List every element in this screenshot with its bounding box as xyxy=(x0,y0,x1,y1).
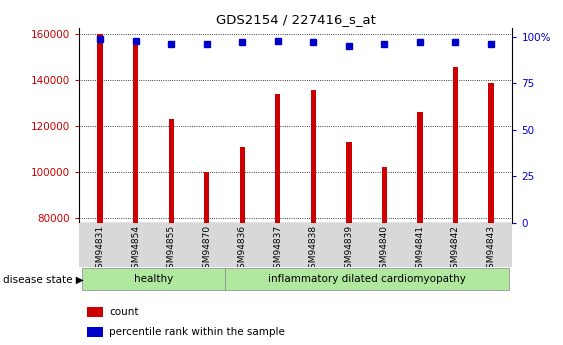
Bar xyxy=(417,112,423,345)
Bar xyxy=(275,94,280,345)
FancyBboxPatch shape xyxy=(225,268,509,290)
Text: GSM94842: GSM94842 xyxy=(451,225,460,274)
Text: percentile rank within the sample: percentile rank within the sample xyxy=(109,327,285,337)
Text: GSM94840: GSM94840 xyxy=(380,225,389,274)
Text: GSM94841: GSM94841 xyxy=(415,225,425,274)
FancyBboxPatch shape xyxy=(82,268,225,290)
Text: disease state ▶: disease state ▶ xyxy=(3,275,83,285)
Text: GSM94838: GSM94838 xyxy=(309,225,318,274)
Text: GSM94870: GSM94870 xyxy=(202,225,211,274)
Bar xyxy=(311,89,316,345)
Bar xyxy=(97,34,103,345)
Bar xyxy=(133,41,138,345)
Text: GSM94839: GSM94839 xyxy=(345,225,354,274)
Text: GSM94855: GSM94855 xyxy=(167,225,176,274)
Bar xyxy=(87,307,102,317)
Bar xyxy=(453,67,458,345)
Text: inflammatory dilated cardiomyopathy: inflammatory dilated cardiomyopathy xyxy=(267,274,466,284)
Title: GDS2154 / 227416_s_at: GDS2154 / 227416_s_at xyxy=(216,13,376,27)
Bar xyxy=(346,142,351,345)
Text: count: count xyxy=(109,307,138,317)
Text: GSM94831: GSM94831 xyxy=(96,225,105,274)
Bar xyxy=(382,167,387,345)
Text: GSM94843: GSM94843 xyxy=(486,225,495,274)
Bar xyxy=(87,327,102,337)
Text: healthy: healthy xyxy=(134,274,173,284)
Text: GSM94854: GSM94854 xyxy=(131,225,140,274)
Bar xyxy=(240,147,245,345)
Bar xyxy=(204,172,209,345)
Bar xyxy=(168,119,174,345)
Text: GSM94837: GSM94837 xyxy=(273,225,282,274)
Bar xyxy=(488,83,494,345)
Text: GSM94836: GSM94836 xyxy=(238,225,247,274)
